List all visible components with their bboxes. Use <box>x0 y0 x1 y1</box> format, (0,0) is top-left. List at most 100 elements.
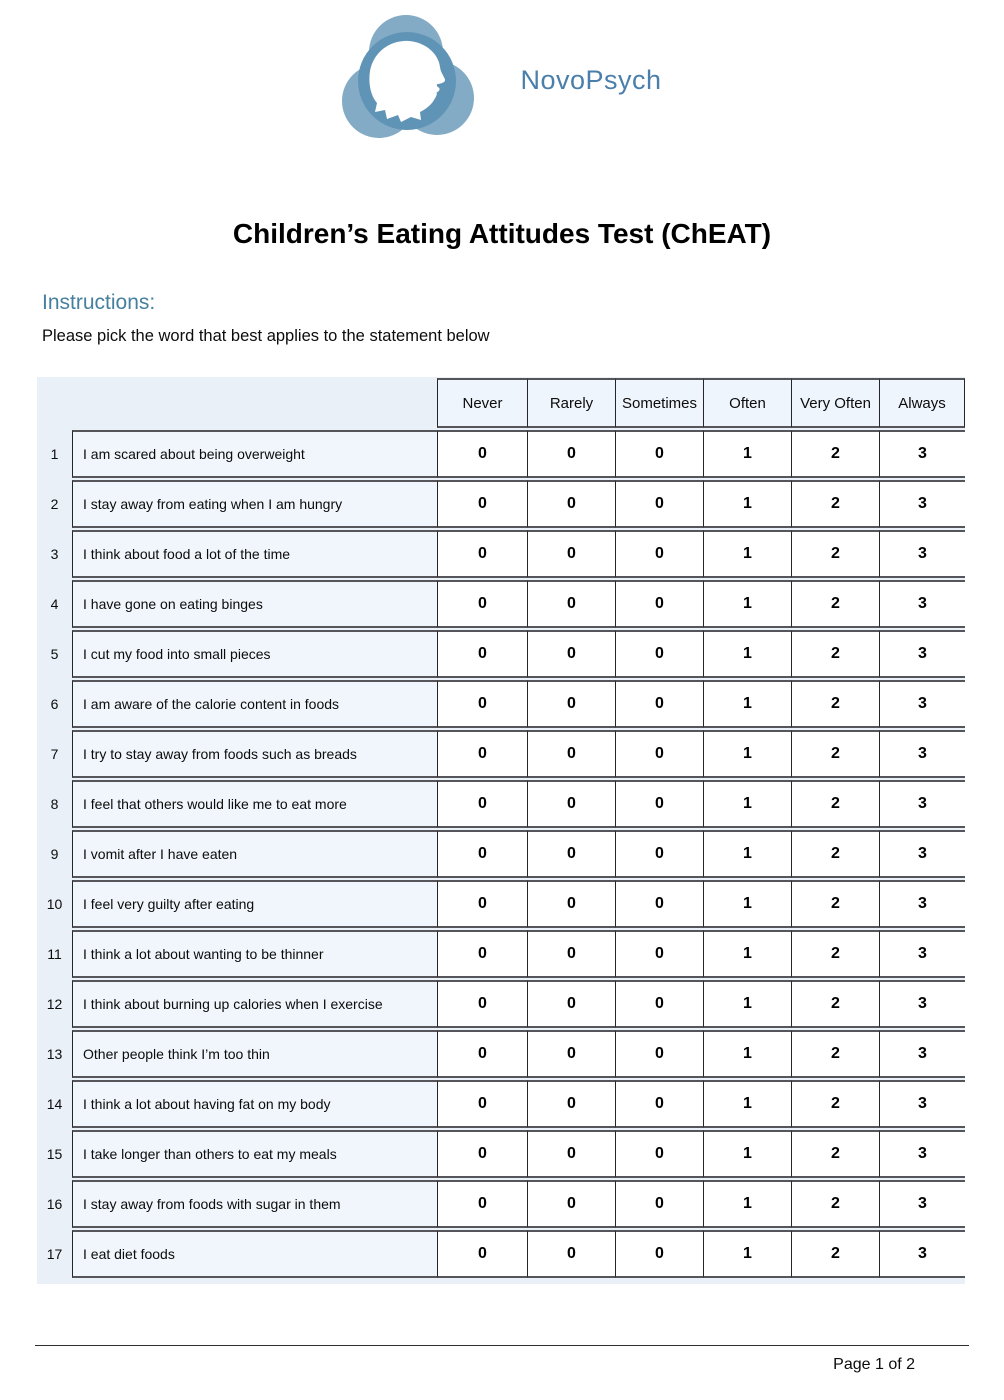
score-cell-rarely: 0 <box>527 880 615 928</box>
question-text: I think a lot about having fat on my bod… <box>72 1080 437 1128</box>
score-cell-very-often: 2 <box>791 680 879 728</box>
score-cell-never: 0 <box>437 480 527 528</box>
score-cell-sometimes: 0 <box>615 880 703 928</box>
score-cell-sometimes: 0 <box>615 530 703 578</box>
score-cell-never: 0 <box>437 680 527 728</box>
question-text: I take longer than others to eat my meal… <box>72 1130 437 1178</box>
score-cell-very-often: 2 <box>791 930 879 978</box>
question-text: I eat diet foods <box>72 1230 437 1278</box>
score-cell-rarely: 0 <box>527 580 615 628</box>
score-cell-very-often: 2 <box>791 830 879 878</box>
score-cell-rarely: 0 <box>527 680 615 728</box>
score-cell-often: 1 <box>703 1030 791 1078</box>
score-cell-sometimes: 0 <box>615 980 703 1028</box>
score-cell-always: 3 <box>879 1180 965 1228</box>
score-cell-sometimes: 0 <box>615 1230 703 1278</box>
score-cell-always: 3 <box>879 1080 965 1128</box>
score-cell-sometimes: 0 <box>615 930 703 978</box>
row-number: 11 <box>47 946 62 962</box>
question-text: I cut my food into small pieces <box>72 630 437 678</box>
score-cell-never: 0 <box>437 1180 527 1228</box>
score-cell-sometimes: 0 <box>615 780 703 828</box>
score-cell-very-often: 2 <box>791 630 879 678</box>
score-cell-never: 0 <box>437 630 527 678</box>
row-number: 7 <box>50 746 59 762</box>
table-row: 2 I stay away from eating when I am hungr… <box>37 480 965 528</box>
table-header-row: Never Rarely Sometimes Often Very Often Alway… <box>437 378 965 428</box>
table-row: 16 I stay away from foods with sugar in t… <box>37 1180 965 1228</box>
question-text: I have gone on eating binges <box>72 580 437 628</box>
table-row: 14 I think a lot about having fat on my b… <box>37 1080 965 1128</box>
score-cell-always: 3 <box>879 930 965 978</box>
score-cell-sometimes: 0 <box>615 730 703 778</box>
score-cell-very-often: 2 <box>791 1130 879 1178</box>
question-text: I stay away from eating when I am hungry <box>72 480 437 528</box>
score-cell-sometimes: 0 <box>615 680 703 728</box>
score-cell-rarely: 0 <box>527 1230 615 1278</box>
row-number: 14 <box>46 1096 63 1112</box>
score-cell-rarely: 0 <box>527 530 615 578</box>
score-cell-sometimes: 0 <box>615 430 703 478</box>
table-row: 7 I try to stay away from foods such as b… <box>37 730 965 778</box>
score-cell-often: 1 <box>703 1130 791 1178</box>
score-cell-sometimes: 0 <box>615 1130 703 1178</box>
table-row: 15 I take longer than others to eat my me… <box>37 1130 965 1178</box>
score-cell-always: 3 <box>879 830 965 878</box>
table-row: 13 Other people think I’m too thin 0 0 0 1 2 3 <box>37 1030 965 1078</box>
score-cell-always: 3 <box>879 480 965 528</box>
instructions-text: Please pick the word that best applies t… <box>42 327 490 345</box>
score-cell-often: 1 <box>703 880 791 928</box>
score-cell-sometimes: 0 <box>615 580 703 628</box>
question-text: I am aware of the calorie content in foo… <box>72 680 437 728</box>
score-cell-rarely: 0 <box>527 830 615 878</box>
footer-divider <box>35 1345 969 1346</box>
table-row: 11 I think a lot about wanting to be thin… <box>37 930 965 978</box>
score-cell-never: 0 <box>437 530 527 578</box>
question-text: I stay away from foods with sugar in the… <box>72 1180 437 1228</box>
score-cell-rarely: 0 <box>527 430 615 478</box>
row-number: 16 <box>46 1196 63 1212</box>
score-cell-sometimes: 0 <box>615 480 703 528</box>
score-cell-always: 3 <box>879 680 965 728</box>
score-cell-sometimes: 0 <box>615 1030 703 1078</box>
question-text: I am scared about being overweight <box>72 430 437 478</box>
score-cell-always: 3 <box>879 780 965 828</box>
row-number: 13 <box>46 1046 63 1062</box>
row-number: 15 <box>46 1146 63 1162</box>
score-cell-very-often: 2 <box>791 1030 879 1078</box>
score-cell-very-often: 2 <box>791 1180 879 1228</box>
score-cell-rarely: 0 <box>527 980 615 1028</box>
score-cell-often: 1 <box>703 780 791 828</box>
score-cell-rarely: 0 <box>527 1180 615 1228</box>
column-header-never: Never <box>437 378 527 428</box>
row-number: 10 <box>46 896 63 912</box>
question-text: I think about food a lot of the time <box>72 530 437 578</box>
column-header-rarely: Rarely <box>527 378 615 428</box>
score-cell-rarely: 0 <box>527 1130 615 1178</box>
score-cell-never: 0 <box>437 580 527 628</box>
score-cell-rarely: 0 <box>527 630 615 678</box>
score-cell-never: 0 <box>437 780 527 828</box>
score-cell-always: 3 <box>879 580 965 628</box>
score-cell-always: 3 <box>879 1230 965 1278</box>
score-cell-always: 3 <box>879 1030 965 1078</box>
question-text: Other people think I’m too thin <box>72 1030 437 1078</box>
novopsych-logo-icon <box>342 15 475 138</box>
score-cell-never: 0 <box>437 1080 527 1128</box>
score-cell-sometimes: 0 <box>615 830 703 878</box>
score-cell-very-often: 2 <box>791 1080 879 1128</box>
score-cell-very-often: 2 <box>791 980 879 1028</box>
score-cell-always: 3 <box>879 730 965 778</box>
score-cell-never: 0 <box>437 930 527 978</box>
score-cell-never: 0 <box>437 830 527 878</box>
score-cell-often: 1 <box>703 630 791 678</box>
table-row: 10 I feel very guilty after eating 0 0 0 1 2 3 <box>37 880 965 928</box>
score-cell-very-often: 2 <box>791 530 879 578</box>
score-cell-often: 1 <box>703 1230 791 1278</box>
score-cell-never: 0 <box>437 1230 527 1278</box>
score-cell-often: 1 <box>703 1080 791 1128</box>
score-cell-rarely: 0 <box>527 730 615 778</box>
